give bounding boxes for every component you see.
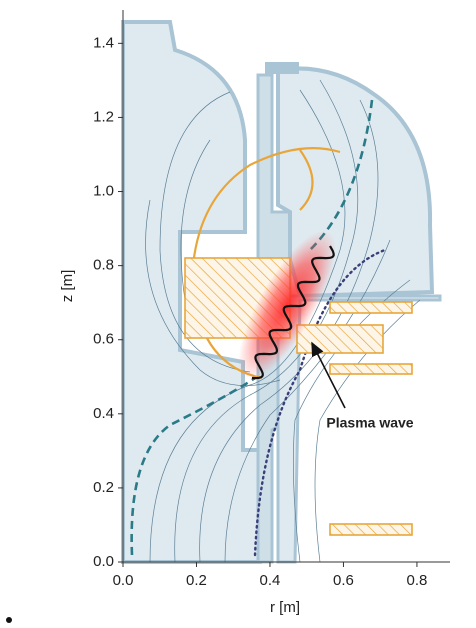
plasma-wave: [251, 245, 335, 380]
y-tick-label: 0.8: [93, 257, 114, 274]
x-tick-label: 0.2: [186, 572, 207, 589]
x-tick-label: 0.0: [113, 572, 134, 589]
separatrix: [299, 149, 314, 211]
bullet: [6, 617, 12, 623]
y-tick-label: 0.2: [93, 479, 114, 496]
y-tick-label: 1.4: [93, 34, 114, 51]
x-tick-label: 0.4: [260, 572, 281, 589]
annotation: Plasma wave: [326, 415, 413, 431]
x-axis-label: r [m]: [270, 599, 300, 616]
y-axis-label: z [m]: [59, 270, 76, 303]
separatrix: [190, 147, 341, 380]
y-tick-label: 0.0: [93, 553, 114, 570]
wave-glow: [238, 230, 336, 380]
x-tick-label: 0.6: [333, 572, 354, 589]
dotted-line: [253, 248, 387, 557]
y-tick-label: 1.2: [93, 108, 114, 125]
dashed-line: [130, 376, 256, 556]
y-tick-label: 1.0: [93, 182, 114, 199]
annotation-arrow: [311, 341, 346, 409]
x-tick-label: 0.8: [407, 572, 428, 589]
y-tick-label: 0.6: [93, 331, 114, 348]
y-tick-label: 0.4: [93, 405, 114, 422]
coils: [184, 257, 413, 536]
